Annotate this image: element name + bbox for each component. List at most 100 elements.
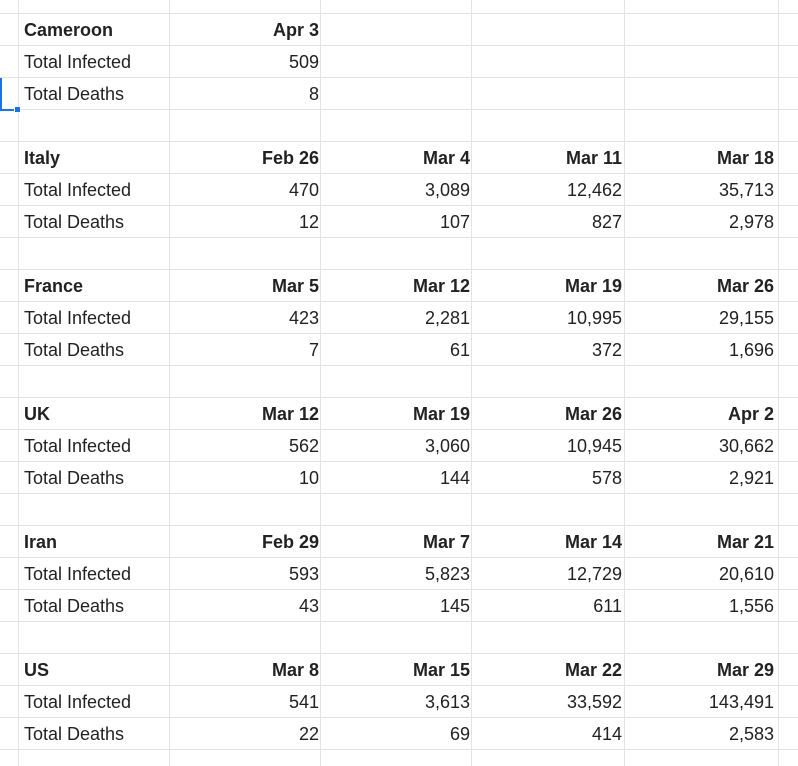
infected-value-cell[interactable]: 593: [288, 564, 319, 584]
date-header-cell[interactable]: Mar 15: [412, 660, 470, 680]
date-header-cell[interactable]: Apr 3: [272, 20, 319, 40]
row-divider: [0, 237, 798, 238]
date-header-cell[interactable]: Mar 29: [716, 660, 774, 680]
date-header-cell[interactable]: Feb 29: [261, 532, 319, 552]
date-header-cell[interactable]: Mar 26: [716, 276, 774, 296]
infected-value-cell[interactable]: 3,613: [424, 692, 470, 712]
infected-label-cell[interactable]: Total Infected: [24, 180, 132, 200]
infected-label-cell[interactable]: Total Infected: [24, 436, 132, 456]
infected-value-cell[interactable]: 3,060: [424, 436, 470, 456]
column-divider: [169, 0, 170, 766]
deaths-value-cell[interactable]: 2,583: [728, 724, 774, 744]
infected-value-cell[interactable]: 12,729: [566, 564, 622, 584]
infected-value-cell[interactable]: 423: [288, 308, 319, 328]
date-header-cell[interactable]: Mar 12: [261, 404, 319, 424]
deaths-value-cell[interactable]: 7: [308, 340, 319, 360]
infected-value-cell[interactable]: 3,089: [424, 180, 470, 200]
row-divider: [0, 749, 798, 750]
country-header-cell[interactable]: US: [24, 660, 50, 680]
date-header-cell[interactable]: Apr 2: [727, 404, 774, 424]
deaths-value-cell[interactable]: 107: [439, 212, 470, 232]
date-header-cell[interactable]: Mar 19: [412, 404, 470, 424]
infected-value-cell[interactable]: 20,610: [718, 564, 774, 584]
deaths-label-cell[interactable]: Total Deaths: [24, 468, 125, 488]
row-divider: [0, 589, 798, 590]
date-header-cell[interactable]: Mar 22: [564, 660, 622, 680]
date-header-cell[interactable]: Mar 7: [422, 532, 470, 552]
infected-value-cell[interactable]: 10,995: [566, 308, 622, 328]
row-divider: [0, 685, 798, 686]
deaths-value-cell[interactable]: 69: [449, 724, 470, 744]
date-header-cell[interactable]: Mar 19: [564, 276, 622, 296]
deaths-label-cell[interactable]: Total Deaths: [24, 724, 125, 744]
country-header-cell[interactable]: Iran: [24, 532, 58, 552]
deaths-value-cell[interactable]: 8: [308, 84, 319, 104]
country-header-cell[interactable]: France: [24, 276, 84, 296]
deaths-value-cell[interactable]: 1,556: [728, 596, 774, 616]
row-divider: [0, 109, 798, 110]
infected-label-cell[interactable]: Total Infected: [24, 308, 132, 328]
column-divider: [778, 0, 779, 766]
date-header-cell[interactable]: Mar 8: [271, 660, 319, 680]
infected-label-cell[interactable]: Total Infected: [24, 692, 132, 712]
deaths-value-cell[interactable]: 43: [298, 596, 319, 616]
row-divider: [0, 269, 798, 270]
deaths-value-cell[interactable]: 578: [591, 468, 622, 488]
infected-value-cell[interactable]: 5,823: [424, 564, 470, 584]
infected-value-cell[interactable]: 470: [288, 180, 319, 200]
infected-value-cell[interactable]: 29,155: [718, 308, 774, 328]
deaths-value-cell[interactable]: 827: [591, 212, 622, 232]
infected-label-cell[interactable]: Total Infected: [24, 52, 132, 72]
deaths-value-cell[interactable]: 145: [439, 596, 470, 616]
infected-label-cell[interactable]: Total Infected: [24, 564, 132, 584]
infected-value-cell[interactable]: 541: [288, 692, 319, 712]
date-header-cell[interactable]: Mar 26: [564, 404, 622, 424]
infected-value-cell[interactable]: 2,281: [424, 308, 470, 328]
infected-value-cell[interactable]: 30,662: [718, 436, 774, 456]
deaths-value-cell[interactable]: 372: [591, 340, 622, 360]
date-header-cell[interactable]: Mar 11: [565, 148, 622, 168]
deaths-value-cell[interactable]: 144: [439, 468, 470, 488]
infected-value-cell[interactable]: 12,462: [566, 180, 622, 200]
deaths-value-cell[interactable]: 414: [591, 724, 622, 744]
fill-handle[interactable]: [14, 106, 21, 113]
column-divider: [320, 0, 321, 766]
row-divider: [0, 205, 798, 206]
cell-selection-border: [0, 78, 2, 110]
row-divider: [0, 45, 798, 46]
deaths-value-cell[interactable]: 2,921: [728, 468, 774, 488]
row-divider: [0, 461, 798, 462]
row-divider: [0, 525, 798, 526]
country-header-cell[interactable]: Cameroon: [24, 20, 114, 40]
deaths-value-cell[interactable]: 1,696: [728, 340, 774, 360]
deaths-value-cell[interactable]: 2,978: [728, 212, 774, 232]
infected-value-cell[interactable]: 35,713: [718, 180, 774, 200]
deaths-label-cell[interactable]: Total Deaths: [24, 340, 125, 360]
infected-value-cell[interactable]: 143,491: [708, 692, 774, 712]
row-divider: [0, 429, 798, 430]
country-header-cell[interactable]: UK: [24, 404, 50, 424]
date-header-cell[interactable]: Feb 26: [261, 148, 319, 168]
deaths-label-cell[interactable]: Total Deaths: [24, 84, 125, 104]
date-header-cell[interactable]: Mar 5: [271, 276, 319, 296]
country-header-cell[interactable]: Italy: [24, 148, 61, 168]
deaths-value-cell[interactable]: 10: [298, 468, 319, 488]
infected-value-cell[interactable]: 33,592: [566, 692, 622, 712]
infected-value-cell[interactable]: 10,945: [566, 436, 622, 456]
cell-selection-border: [0, 109, 18, 111]
date-header-cell[interactable]: Mar 12: [412, 276, 470, 296]
infected-value-cell[interactable]: 509: [288, 52, 319, 72]
deaths-value-cell[interactable]: 61: [449, 340, 470, 360]
deaths-value-cell[interactable]: 22: [298, 724, 319, 744]
deaths-label-cell[interactable]: Total Deaths: [24, 212, 125, 232]
date-header-cell[interactable]: Mar 18: [716, 148, 774, 168]
date-header-cell[interactable]: Mar 21: [716, 532, 774, 552]
infected-value-cell[interactable]: 562: [288, 436, 319, 456]
deaths-label-cell[interactable]: Total Deaths: [24, 596, 125, 616]
deaths-value-cell[interactable]: 12: [298, 212, 319, 232]
deaths-value-cell[interactable]: 611: [593, 596, 622, 616]
date-header-cell[interactable]: Mar 4: [422, 148, 470, 168]
row-divider: [0, 333, 798, 334]
date-header-cell[interactable]: Mar 14: [564, 532, 622, 552]
